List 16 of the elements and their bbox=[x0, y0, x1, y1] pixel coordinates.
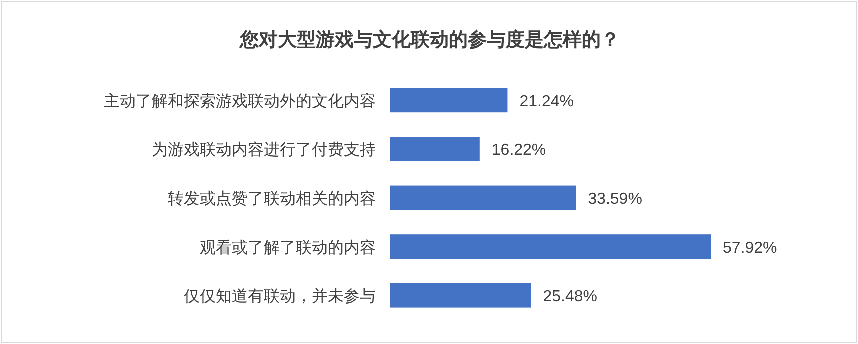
chart-title: 您对大型游戏与文化联动的参与度是怎样的？ bbox=[239, 29, 620, 51]
bar bbox=[390, 234, 711, 259]
bar bbox=[390, 88, 508, 113]
bar bbox=[390, 186, 576, 210]
data-label: 16.22% bbox=[492, 142, 546, 160]
data-label: 21.24% bbox=[520, 93, 574, 110]
data-label: 57.92% bbox=[723, 240, 778, 257]
y-tick-label: 转发或点赞了联动相关的内容 bbox=[168, 190, 376, 208]
bar bbox=[390, 137, 480, 162]
y-tick-label: 仅仅知道有联动，并未参与 bbox=[184, 288, 376, 306]
y-tick-label: 为游戏联动内容进行了付费支持 bbox=[152, 141, 376, 160]
y-tick-label: 主动了解和探索游戏联动外的文化内容 bbox=[104, 92, 376, 110]
data-label: 25.48% bbox=[543, 288, 598, 306]
data-label: 33.59% bbox=[588, 191, 642, 208]
y-tick-label: 观看或了解了联动的内容 bbox=[200, 238, 376, 257]
bar bbox=[390, 283, 532, 308]
